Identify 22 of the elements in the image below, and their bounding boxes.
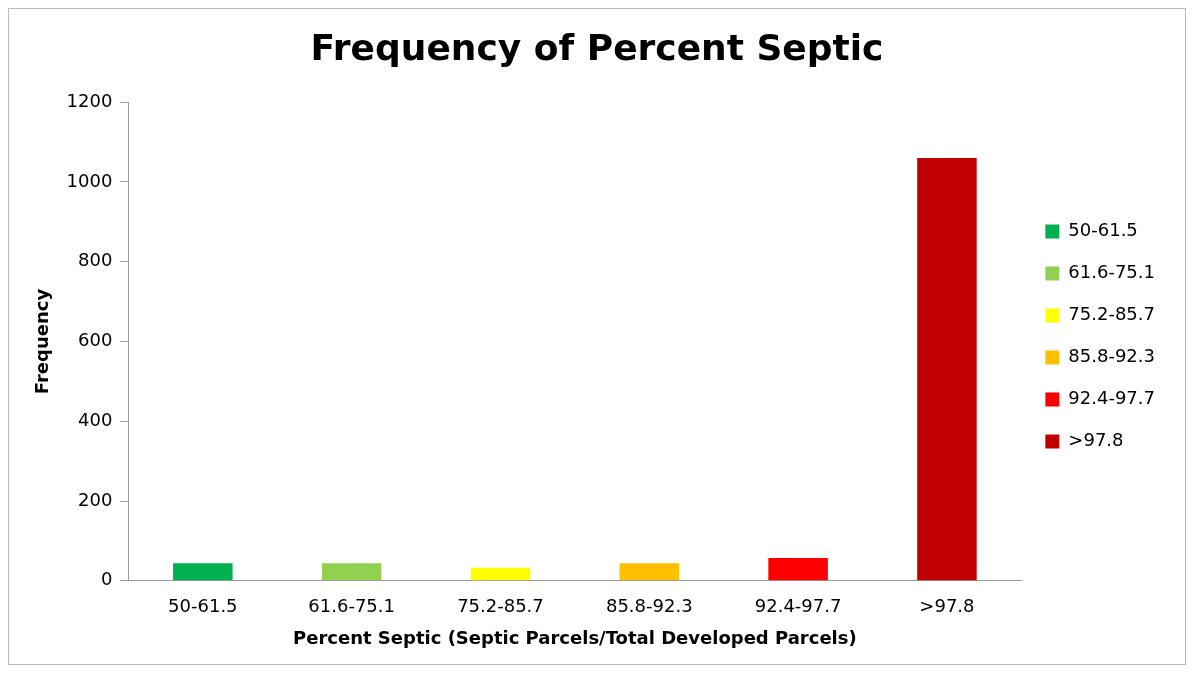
y-tick-label: 200	[78, 488, 113, 510]
x-axis-title: Percent Septic (Septic Parcels/Total Developed Parcels)	[293, 626, 857, 648]
x-tick-label: 92.4-97.7	[754, 595, 842, 617]
x-tick-label: 61.6-75.1	[308, 595, 395, 617]
legend-label: 85.8-92.3	[1068, 345, 1155, 367]
y-axis-title: Frequency	[31, 288, 53, 395]
legend-label: >97.8	[1068, 429, 1124, 451]
y-tick-label: 1200	[66, 89, 113, 111]
legend-label: 61.6-75.1	[1068, 261, 1155, 283]
x-tick-label: >97.8	[919, 595, 975, 617]
y-tick-label: 600	[78, 329, 113, 351]
legend-label: 92.4-97.7	[1068, 387, 1155, 409]
y-tick-label: 800	[78, 249, 113, 271]
x-tick-label: 85.8-92.3	[605, 595, 693, 617]
chart-title: Frequency of Percent Septic	[310, 26, 884, 68]
x-tick-label: 50-61.5	[168, 595, 238, 617]
y-tick-label: 0	[100, 568, 113, 590]
x-tick-label: 75.2-85.7	[457, 595, 544, 617]
legend-label: 75.2-85.7	[1068, 303, 1155, 325]
y-tick-label: 400	[78, 408, 113, 430]
y-tick-label: 1000	[66, 169, 113, 191]
legend-label: 50-61.5	[1068, 219, 1138, 241]
